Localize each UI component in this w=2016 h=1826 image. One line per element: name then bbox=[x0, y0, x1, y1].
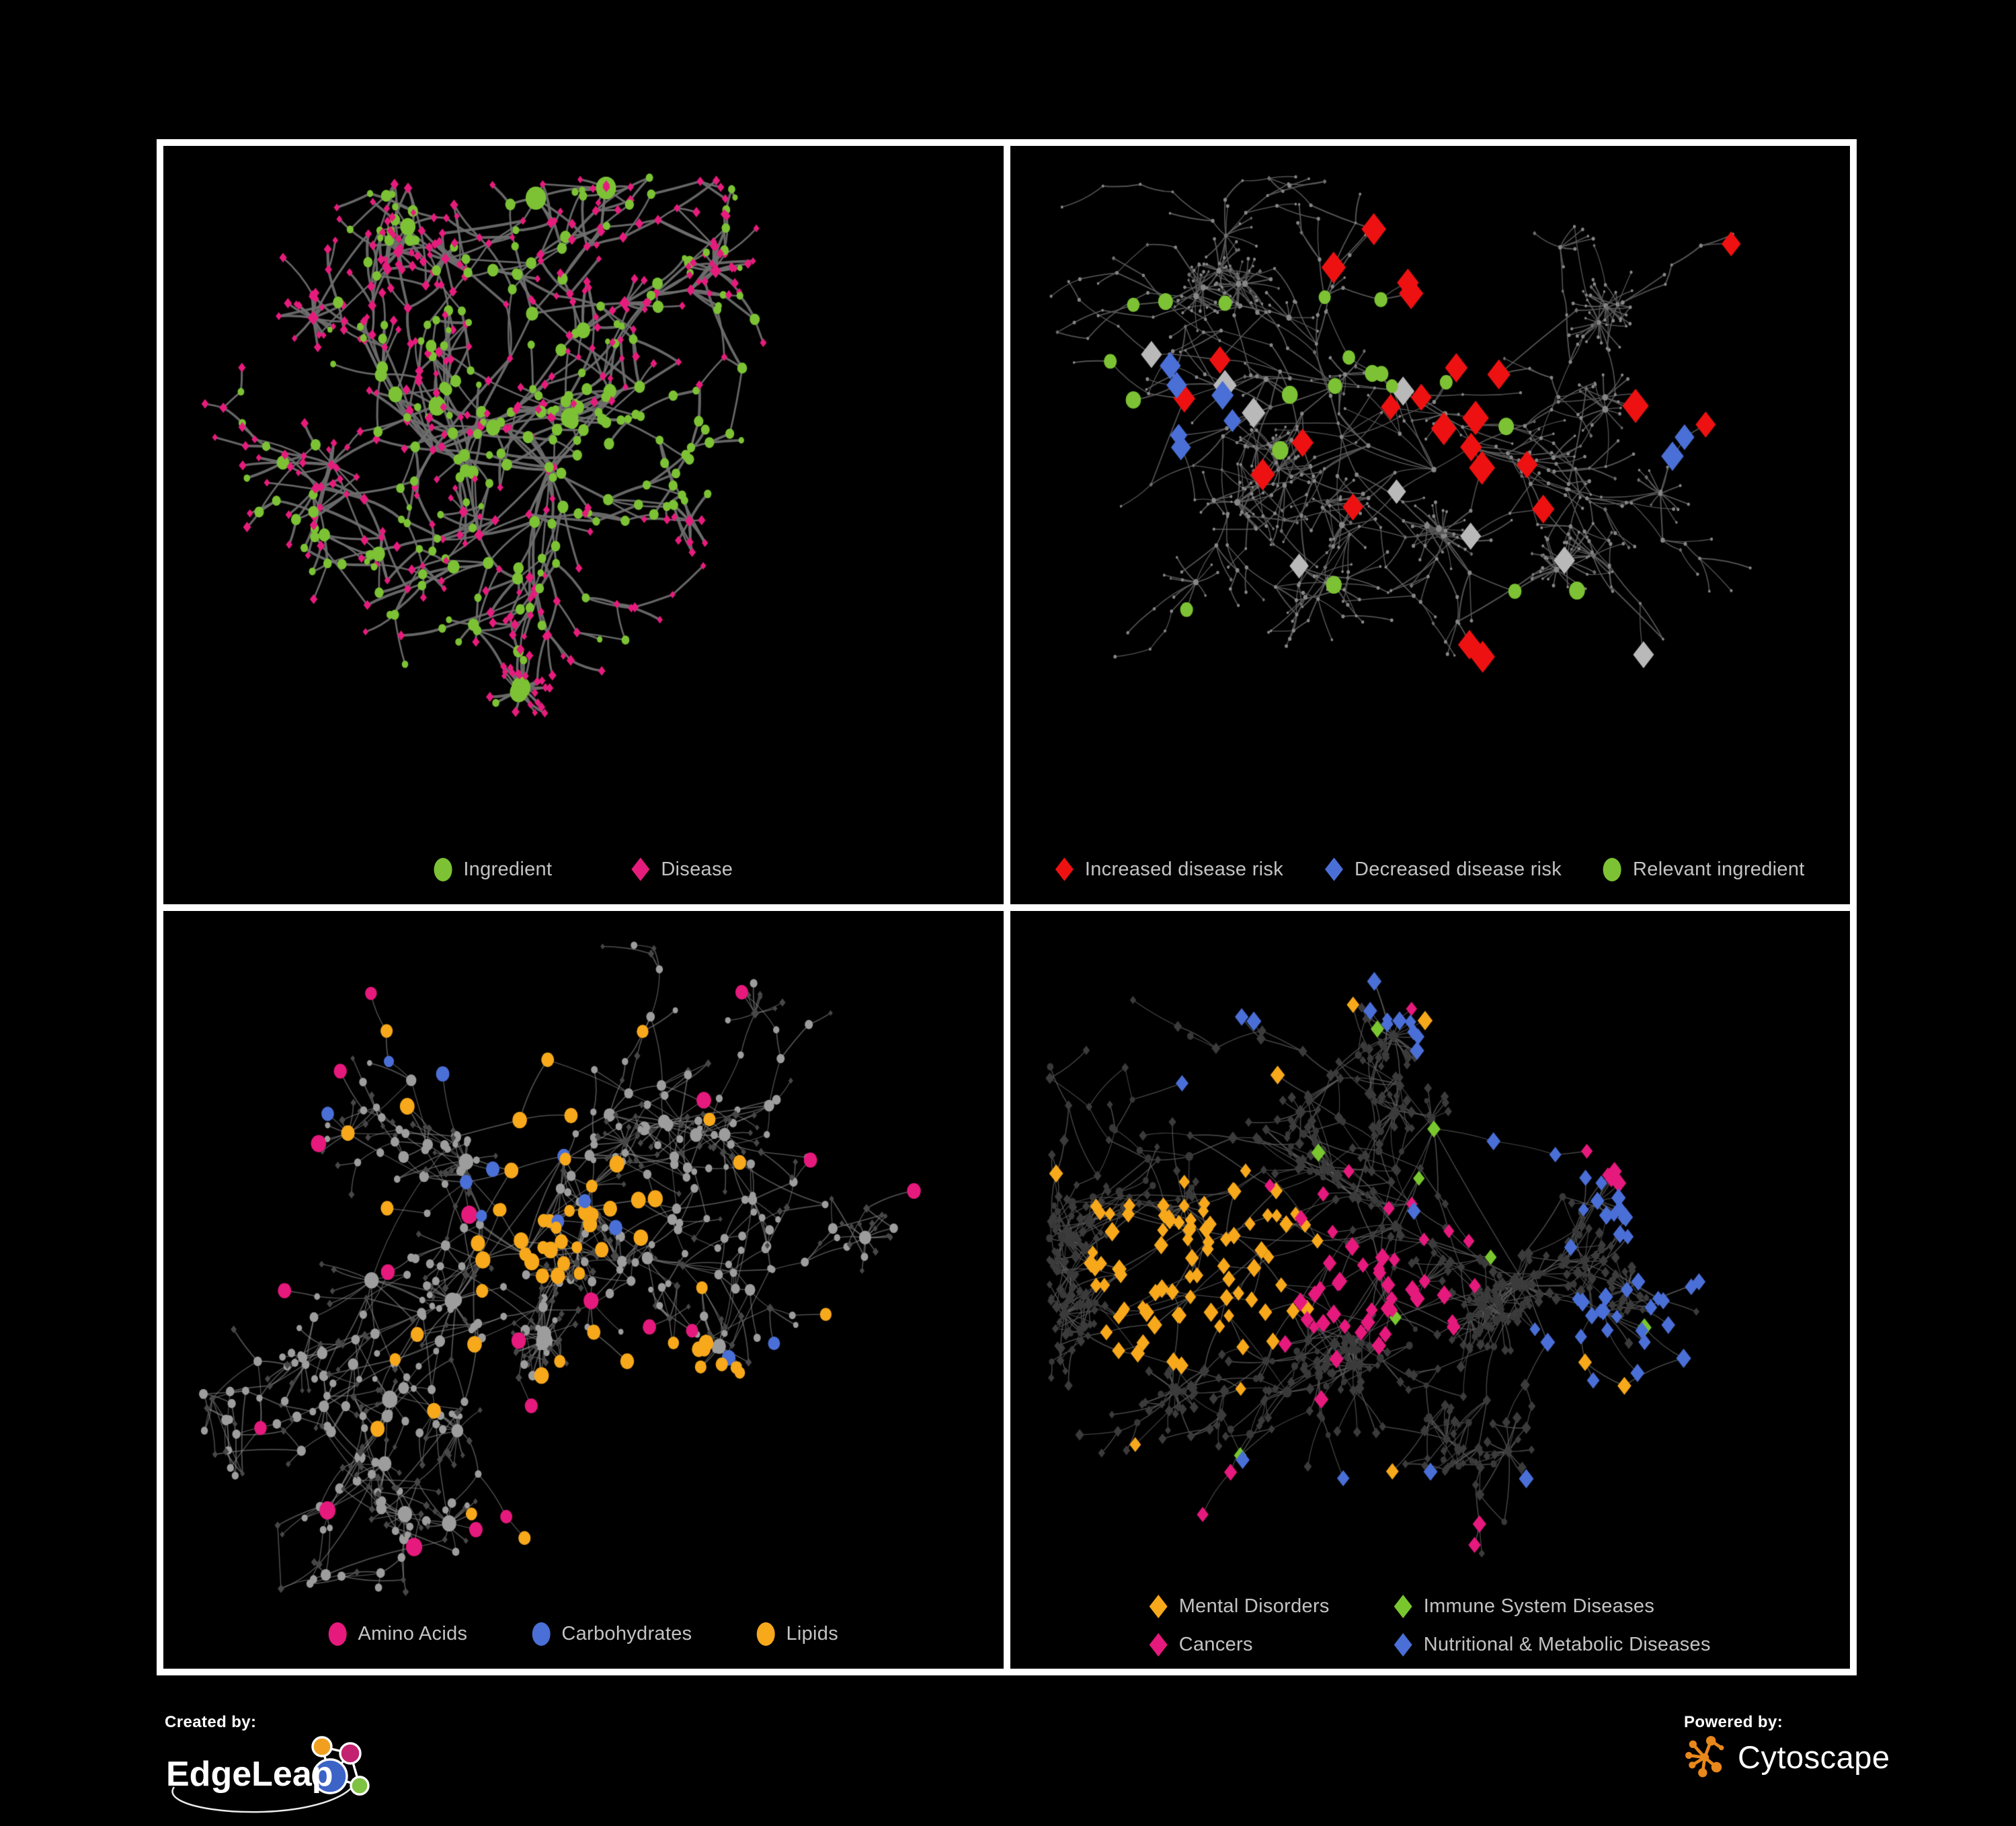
legend-label: Mental Disorders bbox=[1178, 1595, 1330, 1617]
edgeleap-node-magenta bbox=[339, 1742, 362, 1765]
edgeleap-logo: EdgeLeap bbox=[166, 1736, 370, 1813]
legend-item: Amino Acids bbox=[328, 1622, 467, 1646]
edgeleap-credit: Created by: EdgeLeap bbox=[165, 1713, 387, 1826]
panel-grid: Ingredient Disease Increased disease ris… bbox=[157, 139, 1857, 1675]
legend-label: Ingredient bbox=[463, 858, 553, 880]
created-by-label: Created by: bbox=[165, 1713, 257, 1731]
legend-item: Lipids bbox=[756, 1622, 838, 1646]
immune-system-marker-icon bbox=[1394, 1595, 1412, 1618]
edgeleap-node-blue bbox=[312, 1758, 348, 1794]
network-canvas-disease-categories[interactable] bbox=[1010, 910, 1850, 1669]
legend-disease-categories: Mental Disorders Immune System Diseases … bbox=[1149, 1595, 1711, 1657]
amino-acids-marker-icon bbox=[328, 1622, 347, 1646]
cytoscape-wordmark: Cytoscape bbox=[1738, 1739, 1890, 1775]
legend-disease-risk: Increased disease risk Decreased disease… bbox=[1055, 857, 1805, 881]
network-canvas-disease-risk[interactable] bbox=[1010, 146, 1850, 904]
decreased-risk-marker-icon bbox=[1325, 857, 1344, 881]
legend-item: Carbohydrates bbox=[532, 1622, 692, 1646]
legend-item: Relevant ingredient bbox=[1603, 857, 1805, 881]
nutritional-metabolic-marker-icon bbox=[1394, 1633, 1412, 1657]
edgeleap-node-orange bbox=[311, 1736, 333, 1757]
panel-disease-risk: Increased disease risk Decreased disease… bbox=[1010, 146, 1850, 904]
panel-ingredient-disease: Ingredient Disease bbox=[163, 146, 1004, 904]
edgeleap-wordmark: EdgeLeap bbox=[166, 1755, 333, 1794]
legend-ingredient-disease: Ingredient Disease bbox=[434, 857, 733, 881]
legend-label: Increased disease risk bbox=[1084, 858, 1284, 880]
cytoscape-logo-icon bbox=[1685, 1736, 1724, 1778]
carbohydrates-marker-icon bbox=[532, 1622, 551, 1646]
legend-label: Relevant ingredient bbox=[1633, 858, 1805, 880]
relevant-ingredient-marker-icon bbox=[1603, 857, 1622, 881]
legend-label: Lipids bbox=[786, 1623, 839, 1644]
panel-nutrient-classes: Amino Acids Carbohydrates Lipids bbox=[163, 910, 1004, 1669]
legend-nutrient-classes: Amino Acids Carbohydrates Lipids bbox=[328, 1622, 838, 1646]
cytoscape-credit: Powered by: bbox=[1684, 1713, 1890, 1779]
legend-item: Increased disease risk bbox=[1055, 857, 1284, 881]
panel-disease-categories: Mental Disorders Immune System Diseases … bbox=[1010, 910, 1850, 1669]
network-canvas-ingredient-disease[interactable] bbox=[163, 146, 1004, 904]
legend-item: Nutritional & Metabolic Diseases bbox=[1394, 1633, 1711, 1657]
cancers-marker-icon bbox=[1149, 1633, 1168, 1657]
legend-item: Decreased disease risk bbox=[1325, 857, 1562, 881]
increased-risk-marker-icon bbox=[1055, 857, 1074, 881]
legend-label: Amino Acids bbox=[358, 1623, 468, 1644]
legend-label: Nutritional & Metabolic Diseases bbox=[1423, 1634, 1711, 1655]
mental-disorders-marker-icon bbox=[1149, 1595, 1168, 1618]
edgeleap-node-green bbox=[350, 1776, 370, 1796]
legend-item: Cancers bbox=[1149, 1633, 1330, 1657]
network-canvas-nutrient-classes[interactable] bbox=[163, 910, 1004, 1669]
legend-label: Disease bbox=[661, 858, 733, 880]
powered-by-label: Powered by: bbox=[1684, 1713, 1783, 1731]
legend-item: Immune System Diseases bbox=[1394, 1595, 1711, 1618]
legend-label: Carbohydrates bbox=[561, 1623, 692, 1644]
ingredient-marker-icon bbox=[434, 857, 452, 881]
lipids-marker-icon bbox=[756, 1622, 775, 1646]
legend-label: Decreased disease risk bbox=[1355, 858, 1562, 880]
legend-label: Cancers bbox=[1178, 1634, 1253, 1655]
legend-item: Mental Disorders bbox=[1149, 1595, 1330, 1618]
legend-item: Disease bbox=[631, 857, 733, 881]
legend-item: Ingredient bbox=[434, 857, 553, 881]
disease-marker-icon bbox=[631, 857, 650, 881]
legend-label: Immune System Diseases bbox=[1423, 1595, 1655, 1617]
